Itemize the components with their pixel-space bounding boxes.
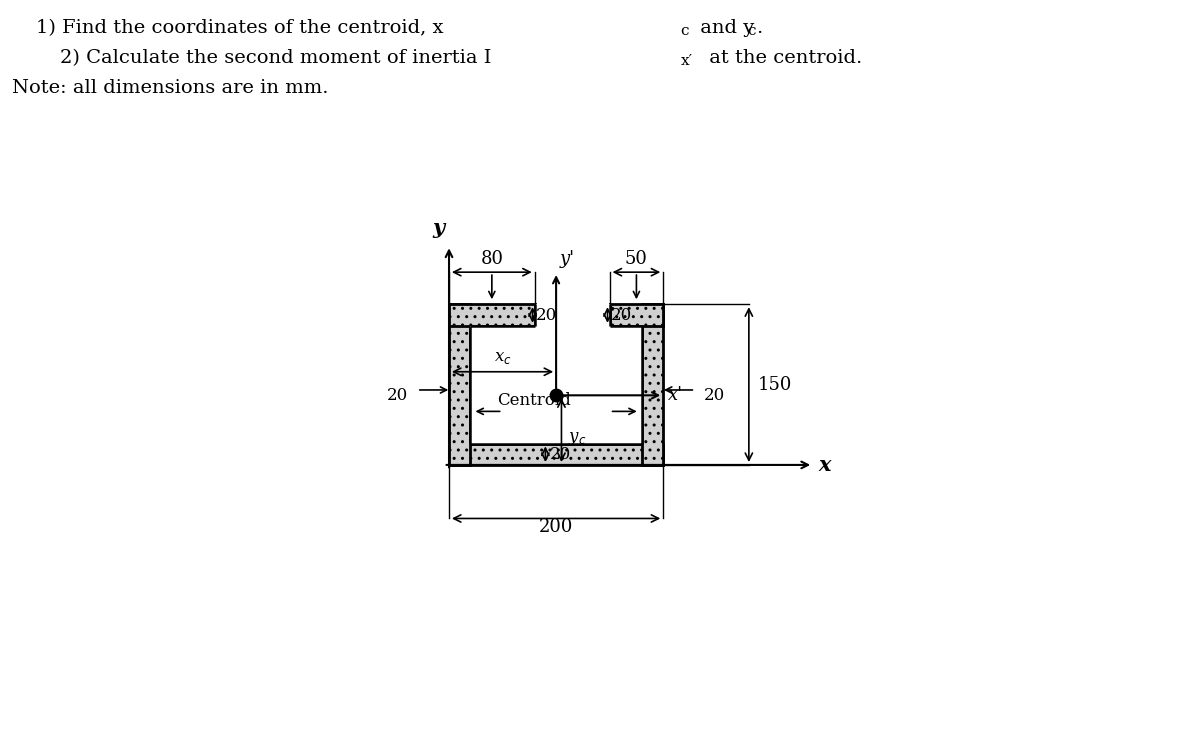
Text: at the centroid.: at the centroid.: [703, 49, 863, 67]
Text: x: x: [818, 455, 830, 475]
Text: c: c: [680, 24, 689, 38]
Bar: [535, 304, 610, 326]
Text: Note: all dimensions are in mm.: Note: all dimensions are in mm.: [12, 79, 329, 97]
Text: y$_c$: y$_c$: [568, 430, 587, 447]
Text: y': y': [559, 250, 575, 268]
Bar: [449, 304, 470, 465]
Bar: [610, 304, 664, 326]
Bar: [470, 326, 642, 444]
Text: 2) Calculate the second moment of inertia I: 2) Calculate the second moment of inerti…: [60, 49, 491, 67]
Text: .: .: [756, 19, 762, 37]
Text: x': x': [667, 386, 683, 404]
Text: 80: 80: [480, 250, 503, 268]
Text: 50: 50: [625, 250, 648, 268]
Text: x$_c$: x$_c$: [493, 349, 511, 366]
Text: 20: 20: [611, 306, 632, 324]
Text: y: y: [433, 218, 445, 238]
Text: 20: 20: [550, 445, 571, 463]
Text: 150: 150: [757, 376, 792, 394]
Text: 20: 20: [388, 387, 408, 404]
Text: 20: 20: [535, 306, 557, 324]
Text: 20: 20: [704, 387, 725, 404]
Bar: [642, 304, 664, 465]
Text: c: c: [748, 24, 756, 38]
Text: 1) Find the coordinates of the centroid, x: 1) Find the coordinates of the centroid,…: [36, 19, 444, 37]
Text: Centroid: Centroid: [497, 392, 571, 409]
Bar: [449, 444, 664, 465]
Text: and y: and y: [694, 19, 754, 37]
Text: x′: x′: [680, 54, 692, 68]
Text: 200: 200: [539, 517, 574, 535]
Bar: [449, 304, 535, 326]
